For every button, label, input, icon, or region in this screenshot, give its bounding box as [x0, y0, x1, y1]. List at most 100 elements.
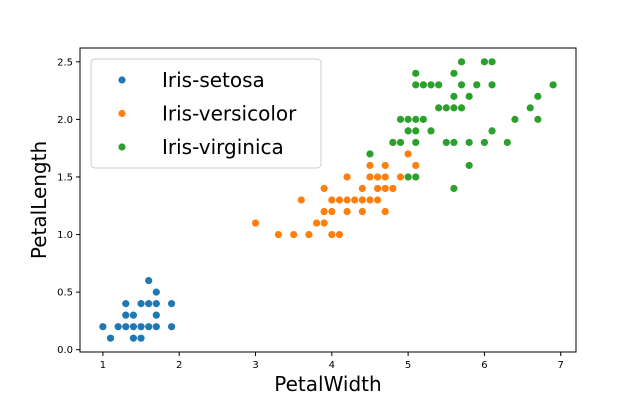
x-axis-label: PetalWidth — [274, 372, 381, 396]
data-point — [396, 138, 405, 147]
data-point — [137, 300, 145, 308]
data-point — [534, 92, 542, 100]
x-tick-label: 7 — [558, 360, 564, 371]
y-tick-label: 0.5 — [57, 288, 73, 299]
data-point — [526, 104, 534, 112]
data-point — [381, 184, 389, 193]
y-tick-label: 2.5 — [57, 57, 73, 68]
data-point — [358, 196, 366, 204]
data-point — [465, 161, 473, 170]
y-tick-label: 1.0 — [57, 230, 73, 241]
data-point — [374, 173, 382, 181]
legend-label: Iris-setosa — [162, 68, 265, 92]
data-point — [99, 323, 107, 331]
data-point — [145, 277, 153, 285]
x-tick-label: 1 — [100, 360, 106, 371]
data-point — [450, 69, 458, 77]
data-point — [404, 127, 412, 135]
data-point — [152, 323, 160, 331]
data-point — [305, 230, 313, 239]
data-point — [412, 69, 420, 77]
data-point — [351, 196, 359, 204]
y-axis-ticks: 0.0 0.5 1.0 1.5 2.0 2.5 — [57, 57, 80, 356]
legend-label: Iris-versicolor — [162, 102, 297, 126]
y-tick-label: 1.5 — [57, 172, 73, 183]
data-point — [427, 81, 435, 89]
data-point — [450, 92, 458, 100]
data-point — [251, 219, 260, 227]
data-point — [358, 184, 366, 193]
data-point — [450, 184, 458, 193]
data-point — [320, 219, 328, 227]
y-tick-label: 2.0 — [57, 115, 73, 126]
data-point — [511, 115, 519, 123]
data-point — [366, 150, 374, 158]
data-point — [435, 104, 443, 112]
data-point — [297, 196, 305, 204]
data-point — [412, 115, 420, 123]
data-point — [419, 115, 427, 123]
data-point — [457, 58, 466, 66]
data-point — [328, 230, 336, 239]
data-point — [480, 138, 489, 147]
data-point — [152, 311, 160, 319]
data-points — [99, 58, 557, 342]
data-point — [328, 207, 336, 216]
data-point — [389, 184, 397, 193]
data-point — [404, 115, 412, 123]
data-point — [122, 300, 130, 308]
legend-box — [90, 58, 322, 169]
legend-marker — [118, 143, 126, 151]
data-point — [404, 173, 412, 181]
data-point — [137, 323, 145, 331]
data-point — [389, 138, 397, 147]
data-point — [412, 81, 420, 89]
data-point — [129, 334, 138, 342]
data-point — [381, 173, 389, 181]
data-point — [366, 173, 374, 181]
data-point — [381, 207, 389, 216]
data-point — [473, 81, 481, 89]
data-point — [465, 92, 473, 100]
data-point — [465, 138, 473, 147]
data-point — [129, 323, 138, 331]
data-point — [320, 184, 328, 193]
data-point — [488, 127, 496, 135]
data-point — [343, 196, 351, 204]
data-point — [145, 323, 153, 331]
x-tick-label: 4 — [329, 360, 335, 371]
data-point — [343, 207, 351, 216]
data-point — [312, 219, 321, 227]
x-tick-label: 5 — [405, 360, 411, 371]
x-axis-ticks: 1 2 3 4 5 6 7 — [100, 352, 564, 371]
data-point — [343, 173, 351, 181]
data-point — [442, 138, 450, 147]
data-point — [152, 288, 160, 296]
data-point — [114, 323, 122, 331]
data-point — [320, 207, 328, 216]
data-point — [412, 173, 420, 181]
data-point — [549, 81, 557, 89]
legend-items: Iris-setosa Iris-versicolor Iris-virginica — [118, 68, 297, 159]
data-point — [374, 196, 382, 204]
legend-marker — [118, 76, 126, 84]
data-point — [167, 300, 176, 308]
data-point — [488, 81, 496, 89]
data-point — [404, 150, 412, 158]
data-point — [274, 230, 282, 239]
y-tick-label: 0.0 — [57, 345, 73, 356]
data-point — [290, 230, 298, 239]
legend-marker — [118, 109, 126, 118]
data-point — [442, 104, 450, 112]
data-point — [396, 173, 405, 181]
data-point — [419, 81, 427, 89]
data-point — [480, 58, 489, 66]
legend: Iris-setosa Iris-versicolor Iris-virginica — [90, 58, 322, 169]
data-point — [335, 230, 344, 239]
data-point — [106, 334, 115, 342]
data-point — [374, 184, 382, 193]
data-point — [534, 115, 542, 123]
data-point — [122, 311, 130, 319]
